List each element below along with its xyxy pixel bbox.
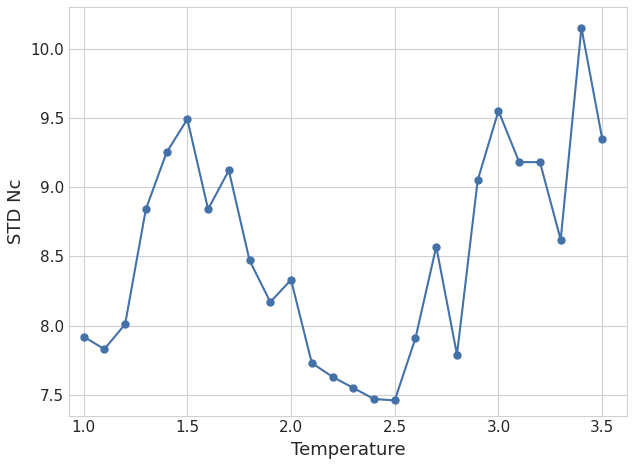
- Y-axis label: STD Nc: STD Nc: [7, 178, 25, 244]
- X-axis label: Temperature: Temperature: [291, 441, 405, 459]
